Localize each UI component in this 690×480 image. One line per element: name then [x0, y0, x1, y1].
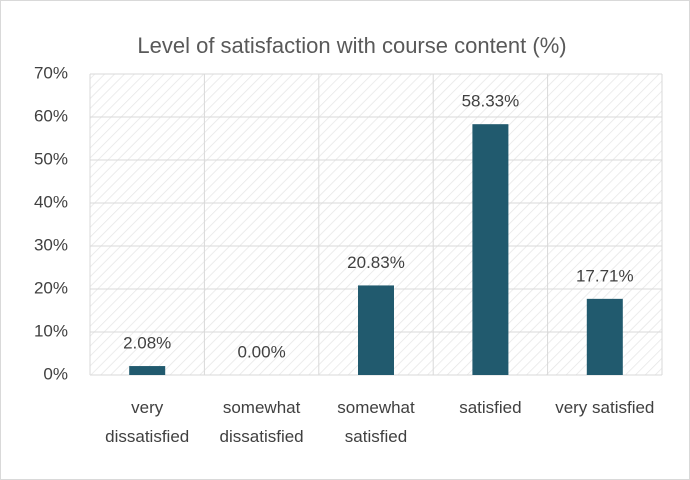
y-tick-label: 0% [43, 364, 68, 383]
y-tick-label: 40% [34, 192, 68, 211]
x-tick-label: satisfied [459, 398, 522, 417]
y-tick-label: 10% [34, 321, 68, 340]
y-tick-label: 30% [34, 235, 68, 254]
data-label: 17.71% [576, 266, 634, 285]
x-tick-label: somewhat satisfied [337, 398, 415, 446]
bar [472, 124, 509, 375]
x-tick-label: very dissatisfied [105, 398, 190, 446]
data-label: 58.33% [462, 92, 520, 111]
y-tick-label: 60% [34, 106, 68, 125]
data-label: 0.00% [237, 342, 285, 361]
bar [358, 285, 394, 375]
y-tick-label: 70% [34, 63, 68, 82]
bar [129, 366, 166, 375]
x-tick-label: somewhat dissatisfied [219, 398, 304, 446]
chart-title: Level of satisfaction with course conten… [137, 33, 566, 58]
data-label: 2.08% [123, 334, 171, 353]
data-label: 20.83% [347, 253, 405, 272]
bar [586, 298, 623, 375]
y-tick-label: 20% [34, 278, 68, 297]
y-tick-label: 50% [34, 149, 68, 168]
x-tick-label: very satisfied [555, 398, 655, 417]
